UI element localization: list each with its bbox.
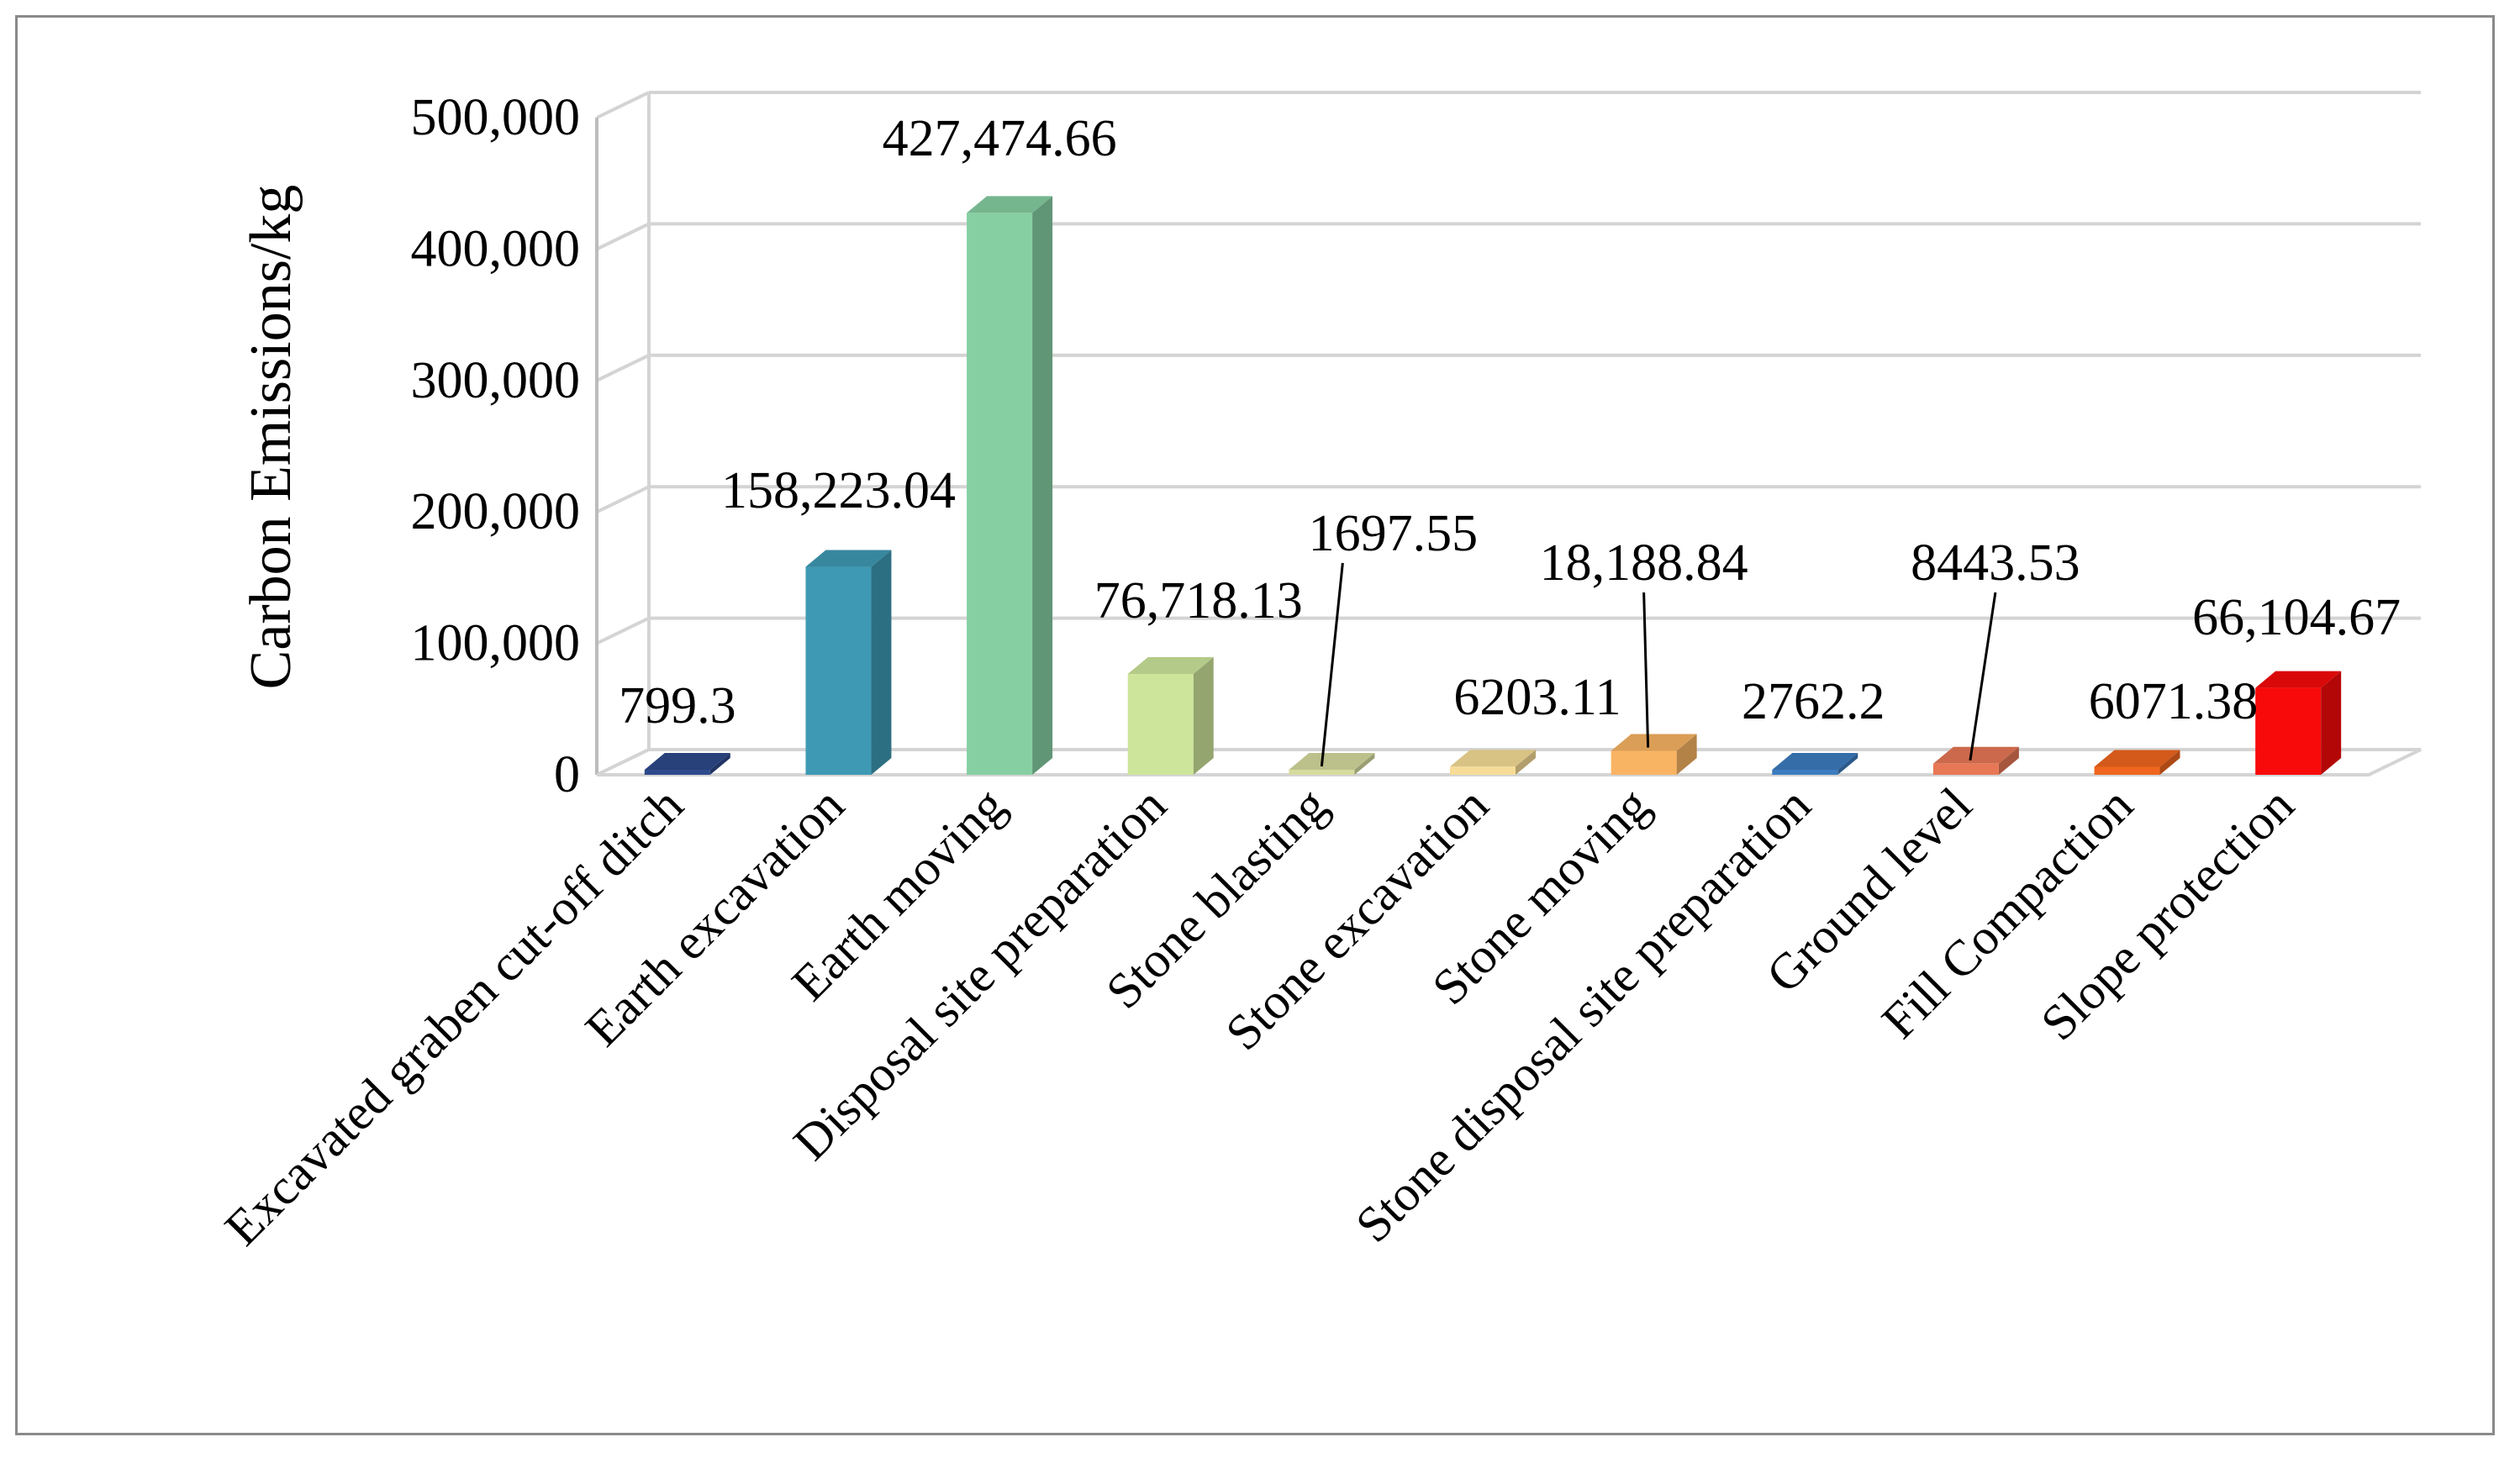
bar [1932, 746, 2019, 775]
data-label: 158,223.04 [721, 462, 956, 519]
bar-top [1450, 750, 1536, 767]
data-label: 76,718.13 [1094, 572, 1303, 629]
bar-front [805, 566, 872, 775]
labels: 0 100,000 200,000 300,000 400,000 500,000 799.… [214, 89, 2401, 1256]
bar-front [1450, 766, 1516, 775]
bar-side [1516, 750, 1536, 775]
bar-top [1611, 734, 1697, 751]
bar [2255, 671, 2342, 775]
gridline-side [596, 485, 650, 514]
data-label: 427,474.66 [883, 110, 1117, 167]
bar-side [1032, 196, 1053, 775]
bar-front [1127, 674, 1194, 775]
data-label: 6203.11 [1453, 669, 1621, 726]
bar [1127, 657, 1214, 775]
bar-top [2255, 671, 2342, 688]
bar [1289, 753, 1375, 775]
bar-front [1289, 770, 1355, 775]
data-label: 66,104.67 [2192, 589, 2401, 646]
data-label: 6071.38 [2089, 673, 2259, 730]
bar-top [1772, 753, 1858, 770]
bar-side [2159, 750, 2180, 775]
y-tick-label: 400,000 [411, 220, 581, 277]
bar-top [805, 550, 892, 567]
data-label: 2762.2 [1742, 673, 1885, 730]
bar-side [1998, 746, 2019, 775]
bar [2094, 750, 2180, 775]
bar-front [1772, 770, 1838, 775]
bar-front [2255, 687, 2322, 775]
y-tick-label: 0 [554, 746, 580, 803]
bar [1772, 753, 1858, 775]
y-axis-title: Carbon Emissions/kg [239, 185, 303, 690]
leader-line [1642, 592, 1650, 748]
bar-side [1837, 753, 1858, 775]
data-label: 8443.53 [1911, 534, 2080, 592]
bar-front [1932, 763, 1999, 775]
bar-side [1193, 657, 1214, 775]
bar-front [1611, 750, 1677, 775]
bar-top [1127, 657, 1214, 675]
bar [805, 550, 892, 775]
y-tick-label: 200,000 [411, 483, 581, 540]
bar-front [2094, 766, 2160, 775]
data-label: 799.3 [619, 677, 736, 734]
y-tick-label: 500,000 [411, 89, 581, 146]
bar-top [1932, 746, 2019, 764]
bar-front [644, 770, 710, 775]
bar-side [1676, 734, 1697, 775]
bar-side [709, 753, 730, 775]
y-tick-label: 300,000 [411, 352, 581, 409]
bar-top [1289, 753, 1375, 770]
bar [967, 196, 1053, 775]
bar-top [644, 753, 730, 770]
bar-top [2094, 750, 2180, 767]
bars [644, 196, 2342, 775]
chart-frame [15, 15, 2495, 1435]
bar-top [967, 196, 1053, 213]
bar-side [871, 550, 892, 775]
bar [1611, 734, 1697, 775]
gridline-side [596, 222, 650, 251]
data-label: 18,188.84 [1540, 534, 1748, 592]
gridline-side [596, 353, 650, 382]
leader-line [1969, 592, 1997, 761]
y-tick-label: 100,000 [411, 615, 581, 672]
bar [1450, 750, 1536, 775]
gridline-side [596, 616, 650, 645]
bar [644, 753, 730, 775]
bar-front [967, 213, 1033, 775]
data-label: 1697.55 [1309, 505, 1479, 562]
gridline-side [596, 91, 650, 119]
bar-side [2321, 671, 2342, 775]
bar-side [1354, 753, 1375, 775]
leader-line [1320, 562, 1344, 767]
